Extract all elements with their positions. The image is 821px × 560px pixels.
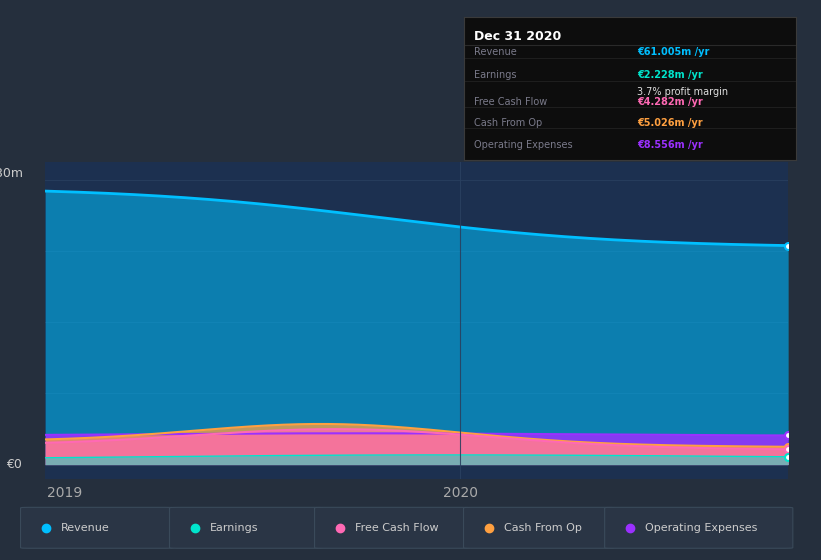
- Text: Free Cash Flow: Free Cash Flow: [474, 97, 547, 107]
- Text: Operating Expenses: Operating Expenses: [645, 523, 758, 533]
- Text: €8.556m /yr: €8.556m /yr: [637, 139, 703, 150]
- Text: Operating Expenses: Operating Expenses: [474, 139, 572, 150]
- Text: Cash From Op: Cash From Op: [474, 118, 542, 128]
- Text: Free Cash Flow: Free Cash Flow: [355, 523, 439, 533]
- Text: €4.282m /yr: €4.282m /yr: [637, 97, 703, 107]
- FancyBboxPatch shape: [314, 507, 470, 548]
- FancyBboxPatch shape: [604, 507, 793, 548]
- Text: €61.005m /yr: €61.005m /yr: [637, 47, 709, 57]
- Text: Cash From Op: Cash From Op: [504, 523, 582, 533]
- Text: Revenue: Revenue: [474, 47, 516, 57]
- Text: €5.026m /yr: €5.026m /yr: [637, 118, 703, 128]
- FancyBboxPatch shape: [464, 507, 614, 548]
- Text: Earnings: Earnings: [474, 69, 516, 80]
- Text: €80m: €80m: [0, 167, 23, 180]
- Text: Revenue: Revenue: [62, 523, 110, 533]
- Text: €0: €0: [7, 458, 22, 471]
- Text: Dec 31 2020: Dec 31 2020: [474, 30, 561, 43]
- Text: 3.7% profit margin: 3.7% profit margin: [637, 87, 728, 97]
- Text: Earnings: Earnings: [210, 523, 259, 533]
- FancyBboxPatch shape: [21, 507, 173, 548]
- FancyBboxPatch shape: [169, 507, 323, 548]
- Text: €2.228m /yr: €2.228m /yr: [637, 69, 703, 80]
